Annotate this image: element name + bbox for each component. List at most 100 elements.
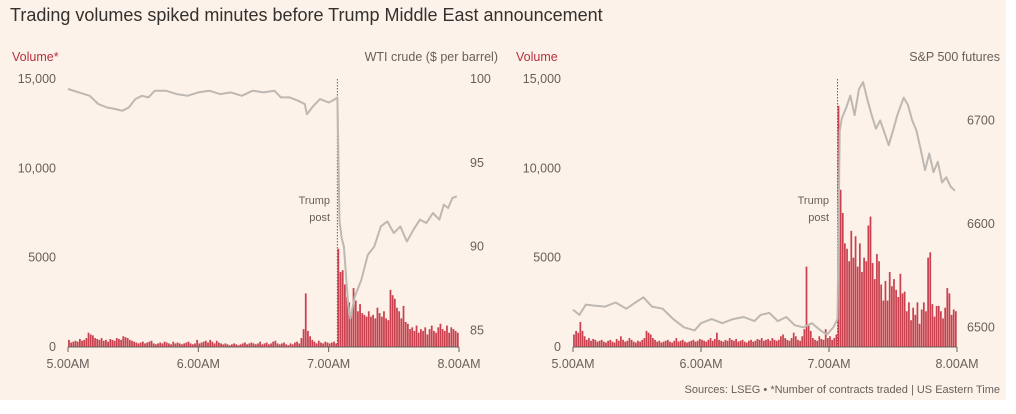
y-left-tick-label: 10,000: [523, 161, 561, 175]
volume-bar: [183, 343, 185, 347]
volume-bar: [888, 271, 891, 347]
volume-bar: [880, 284, 883, 347]
volume-bar: [131, 340, 133, 347]
volume-bar: [137, 343, 140, 347]
volume-bar: [850, 230, 853, 347]
volume-bar: [579, 321, 582, 347]
volume-bar: [946, 288, 949, 347]
volume-bar: [865, 261, 868, 347]
chart-wti: Volume* WTI crude ($ per barrel): [12, 50, 498, 64]
volume-bar: [605, 342, 607, 347]
volume-bar: [758, 339, 761, 347]
volume-bar: [228, 345, 231, 347]
volume-bar: [289, 343, 292, 347]
volume-bar: [673, 340, 676, 347]
volume-bar: [215, 340, 218, 347]
x-tick-label: 8.00AM: [437, 357, 480, 371]
volume-bar: [790, 338, 793, 347]
volume-bar: [750, 339, 752, 347]
volume-bar: [113, 340, 116, 347]
volume-bar: [315, 343, 318, 347]
volume-bar: [675, 338, 678, 347]
y-right-tick-label: 6700: [967, 113, 995, 127]
volume-bar: [948, 293, 951, 347]
volume-bar: [404, 321, 407, 347]
volume-bar: [797, 339, 799, 347]
volume-bar: [671, 342, 673, 347]
volume-bar: [141, 341, 144, 347]
y-left-tick-label: 0: [49, 340, 56, 354]
volume-bar: [658, 340, 661, 347]
volume-bar: [643, 338, 646, 347]
volume-bar: [343, 284, 346, 347]
volume-bar: [252, 343, 255, 347]
volume-bar: [350, 314, 353, 347]
volume-bar: [348, 302, 351, 347]
volume-bar: [942, 318, 944, 347]
wti-left-axis-label: Volume*: [12, 50, 59, 64]
volume-bar: [196, 339, 199, 347]
volume-bar: [677, 341, 680, 347]
volume-bar: [124, 337, 127, 347]
volume-bar: [903, 291, 906, 347]
volume-bar: [313, 341, 316, 347]
volume-bar: [716, 332, 718, 347]
volume-bar: [406, 323, 409, 347]
volume-bar: [820, 338, 823, 347]
volume-bar: [441, 329, 444, 347]
volume-bar: [309, 336, 311, 347]
volume-bar: [897, 296, 900, 347]
volume-bar: [259, 341, 262, 347]
volume-bar: [76, 341, 79, 347]
volume-bar: [765, 339, 767, 347]
price-line: [67, 88, 458, 320]
volume-bar: [592, 338, 595, 347]
volume-bar: [335, 343, 338, 347]
volume-bar: [109, 338, 112, 347]
volume-bar: [261, 344, 264, 347]
y-left-tick-label: 5000: [28, 251, 56, 265]
price-line: [572, 81, 956, 336]
volume-bar: [280, 343, 283, 347]
volume-bar: [869, 216, 872, 347]
volume-bar: [752, 341, 755, 347]
volume-bar: [328, 343, 331, 347]
volume-bar: [696, 340, 699, 347]
volume-bar: [937, 305, 940, 347]
volume-bar: [728, 338, 731, 347]
volume-bar: [735, 338, 737, 347]
volume-bar: [265, 342, 268, 347]
annotation-line-2: post: [309, 212, 330, 224]
volume-bar: [833, 338, 836, 347]
volume-bar: [632, 341, 635, 347]
volume-bar: [886, 300, 889, 347]
volume-bar: [274, 340, 277, 347]
volume-bar: [807, 325, 810, 347]
volume-bar: [428, 329, 431, 347]
y-right-tick-label: 6600: [967, 217, 995, 231]
volume-bar: [848, 261, 851, 347]
volume-bar: [393, 298, 396, 347]
volume-bar: [435, 332, 437, 347]
source-note: Sources: LSEG • *Number of contracts tra…: [685, 384, 1000, 396]
volume-bar: [681, 339, 684, 347]
volume-bar: [780, 336, 782, 347]
volume-bar: [756, 338, 759, 347]
volume-bar: [871, 263, 874, 347]
y-left-tick-label: 10,000: [18, 161, 56, 175]
volume-bar: [767, 338, 769, 347]
volume-bar: [411, 327, 414, 347]
volume-bar: [291, 344, 294, 347]
volume-bar: [686, 342, 688, 347]
volume-bar: [954, 311, 957, 347]
volume-bar: [372, 314, 374, 347]
volume-bar: [617, 340, 620, 347]
volume-bar: [771, 338, 774, 347]
volume-bar: [588, 338, 590, 347]
x-tick-label: 6.00AM: [177, 357, 220, 371]
volume-bar: [322, 343, 325, 347]
x-tick-label: 5.00AM: [551, 357, 594, 371]
volume-bar: [831, 339, 833, 347]
volume-bar: [929, 252, 932, 347]
